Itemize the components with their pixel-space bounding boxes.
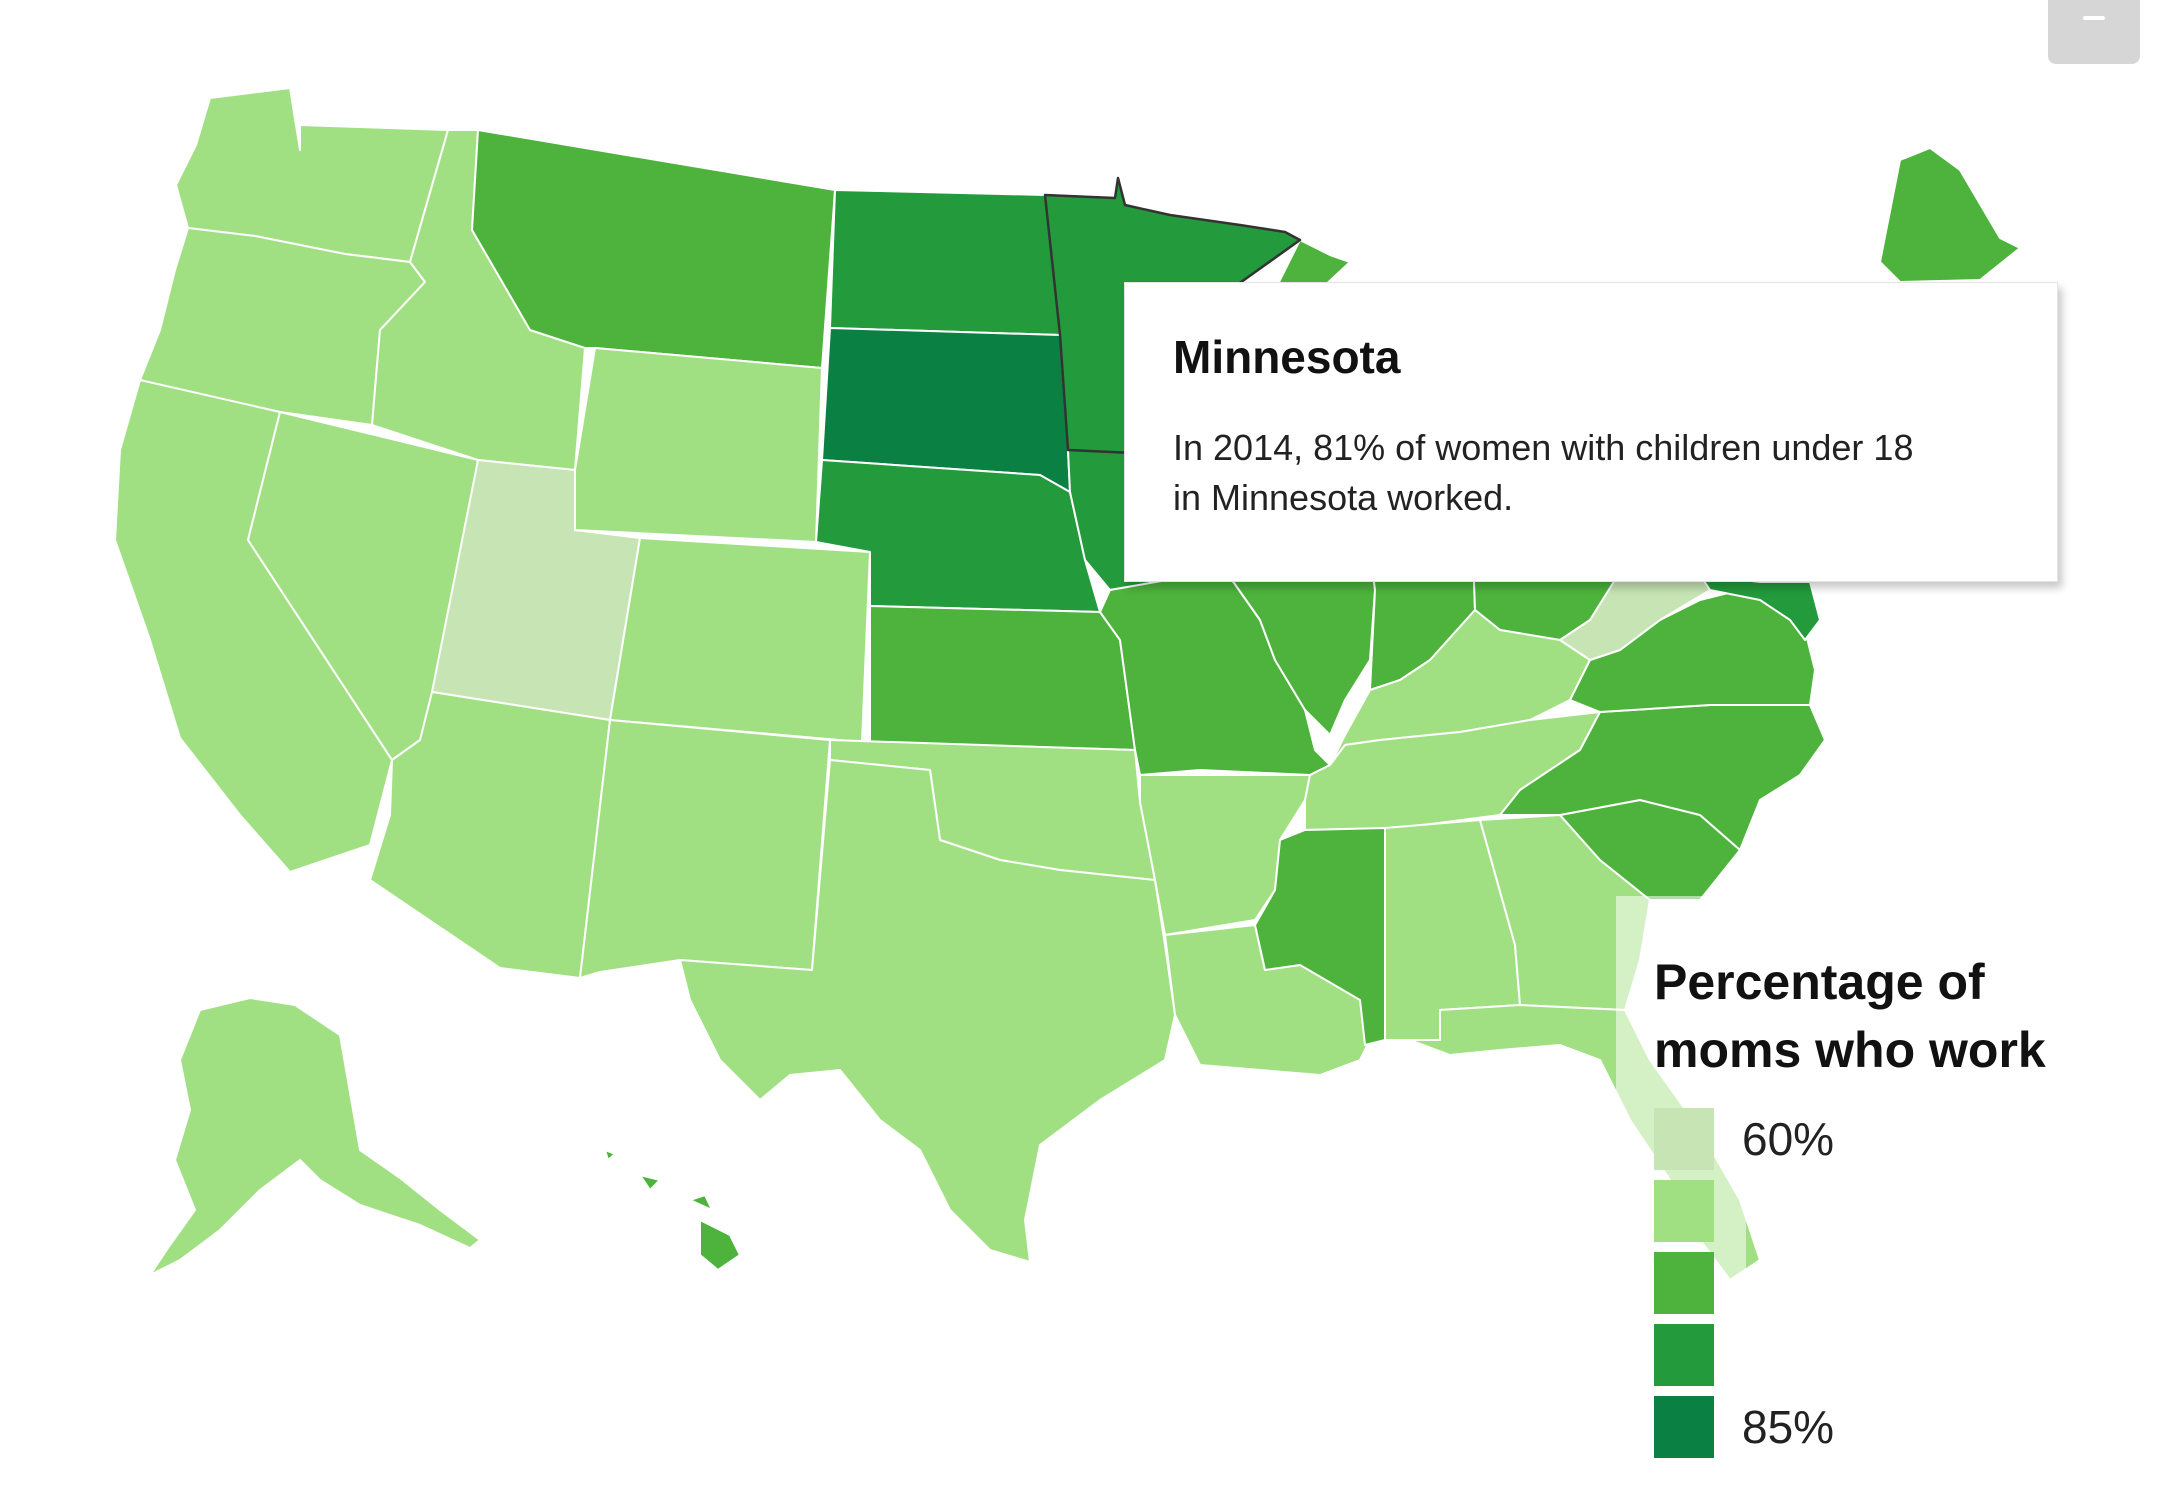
legend-swatch-2 [1654,1180,1714,1242]
state-new-mexico[interactable] [579,719,831,979]
state-tooltip: Minnesota In 2014, 81% of women with chi… [1124,282,2058,582]
legend-title-line2: moms who work [1654,1022,2046,1078]
state-wyoming[interactable] [574,347,823,543]
state-north-dakota[interactable] [829,189,1061,336]
legend-title: Percentage of moms who work [1654,948,2154,1084]
legend-swatch-5 [1654,1396,1714,1458]
state-maryland[interactable] [1699,574,1821,641]
zoom-out-button[interactable] [2048,0,2140,64]
legend-max-label: 85% [1742,1401,1835,1453]
tooltip-title: Minnesota [1173,331,1401,383]
legend-title-line1: Percentage of [1654,954,1985,1010]
state-alaska[interactable] [149,997,481,1276]
tooltip-body: In 2014, 81% of women with children unde… [1173,427,1914,518]
legend-min-label: 60% [1742,1113,1835,1165]
state-montana[interactable] [471,129,836,369]
state-hawaii[interactable] [604,1149,741,1271]
state-maine[interactable] [1879,147,2021,283]
color-legend: Percentage of moms who work 60% 85% [1616,896,2160,1502]
state-kansas[interactable] [869,605,1136,751]
legend-swatch-4 [1654,1324,1714,1386]
minus-icon [2083,16,2105,20]
legend-swatch-1 [1654,1108,1714,1170]
legend-swatch-3 [1654,1252,1714,1314]
state-texas[interactable] [679,759,1176,1263]
state-colorado[interactable] [609,537,871,743]
